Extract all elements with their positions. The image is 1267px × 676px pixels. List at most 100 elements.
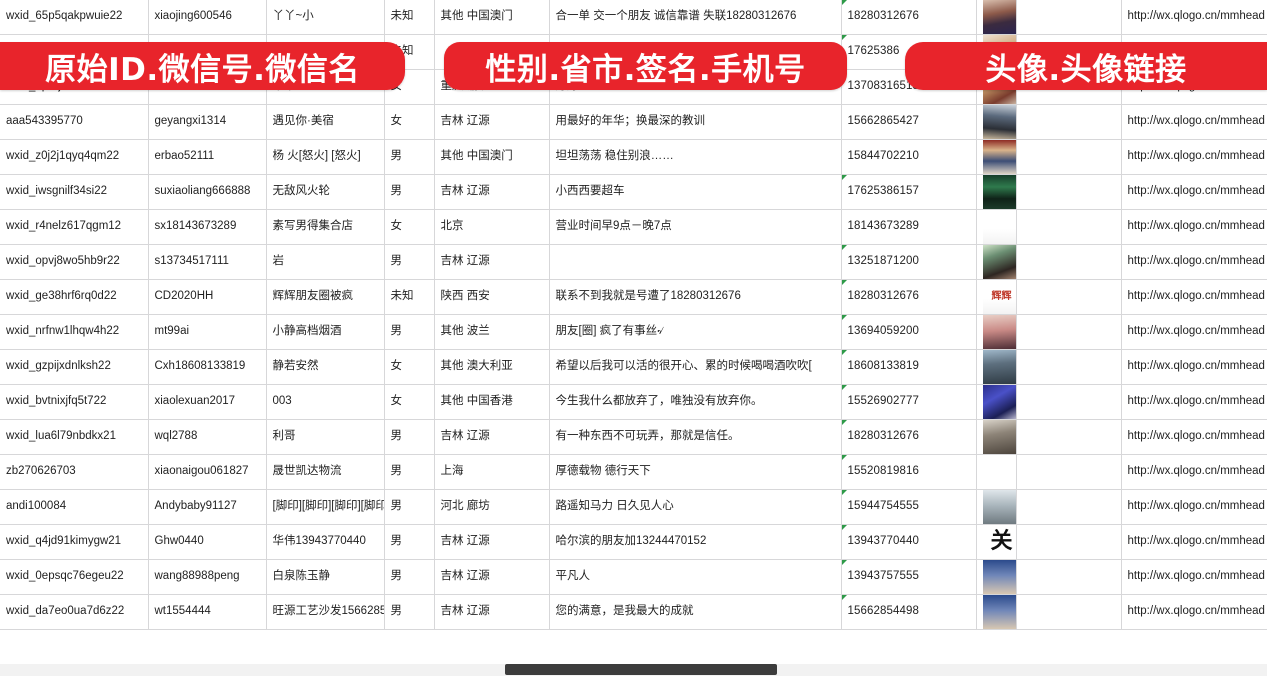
- table-row[interactable]: wxid_z0j2j1qyq4qm22 erbao52111 杨 火[怒火] [怒火…: [0, 139, 1267, 175]
- cell-account[interactable]: wql2788: [148, 419, 267, 455]
- cell-avatar-url[interactable]: http://wx.qlogo.cn/mmhead: [1121, 139, 1267, 175]
- cell-avatar[interactable]: [976, 139, 1017, 175]
- cell-account[interactable]: wang88988peng: [148, 559, 267, 595]
- cell-signature[interactable]: 路遥知马力 日久见人心: [549, 489, 842, 525]
- cell-account[interactable]: geyangxi1314: [148, 104, 267, 140]
- table-row[interactable]: wxid_65p5qakpwuie22 xiaojing600546 丫丫~小 未知其…: [0, 0, 1267, 35]
- cell-avatar-url[interactable]: http://wx.qlogo.cn/mmhead: [1121, 209, 1267, 245]
- cell-region[interactable]: 吉林 辽源: [434, 419, 550, 455]
- cell-wxid[interactable]: wxid_q4jd91kimygw21: [0, 524, 149, 560]
- cell-nickname[interactable]: 003: [266, 384, 385, 420]
- cell-account[interactable]: xiaonaigou061827: [148, 454, 267, 490]
- cell-region[interactable]: 吉林 辽源: [434, 594, 550, 630]
- cell-avatar[interactable]: [976, 209, 1017, 245]
- cell-spacer[interactable]: [1016, 454, 1122, 490]
- cell-avatar-url[interactable]: http://wx.qlogo.cn/mmhead: [1121, 314, 1267, 350]
- cell-sex[interactable]: 男: [384, 594, 435, 630]
- cell-avatar[interactable]: [976, 489, 1017, 525]
- cell-nickname[interactable]: 静若安然: [266, 349, 385, 385]
- cell-nickname[interactable]: [脚印][脚印][脚印][脚印: [266, 489, 385, 525]
- cell-avatar-url[interactable]: http://wx.qlogo.cn/mmhead: [1121, 0, 1267, 35]
- cell-avatar[interactable]: [976, 314, 1017, 350]
- cell-account[interactable]: s13734517111: [148, 244, 267, 280]
- table-row[interactable]: wxid_0epsqc76egeu22 wang88988peng 白泉陈玉静男吉林…: [0, 559, 1267, 595]
- cell-signature[interactable]: 合一单 交一个朋友 诚信靠谱 失联18280312676: [549, 0, 842, 35]
- cell-sex[interactable]: 男: [384, 489, 435, 525]
- cell-avatar[interactable]: [976, 559, 1017, 595]
- cell-region[interactable]: 上海: [434, 454, 550, 490]
- cell-signature[interactable]: 联系不到我就是号遭了18280312676: [549, 279, 842, 315]
- table-row[interactable]: wxid_ge38hrf6rq0d22 CD2020HH 辉辉朋友圈被疯 未知 陕西 西…: [0, 279, 1267, 315]
- cell-phone[interactable]: 15662854498: [841, 594, 977, 630]
- cell-spacer[interactable]: [1016, 559, 1122, 595]
- cell-phone[interactable]: 15844702210: [841, 139, 977, 175]
- cell-spacer[interactable]: [1016, 244, 1122, 280]
- table-row[interactable]: wxid_q4jd91kimygw21 Ghw0440 华伟13943770440 男…: [0, 524, 1267, 560]
- cell-avatar-url[interactable]: http://wx.qlogo.cn/mmhead: [1121, 104, 1267, 140]
- cell-phone[interactable]: 15662865427: [841, 104, 977, 140]
- cell-sex[interactable]: 女: [384, 349, 435, 385]
- cell-region[interactable]: 河北 廊坊: [434, 489, 550, 525]
- cell-region[interactable]: 其他 澳大利亚: [434, 349, 550, 385]
- cell-spacer[interactable]: [1016, 489, 1122, 525]
- cell-account[interactable]: erbao52111: [148, 139, 267, 175]
- cell-spacer[interactable]: [1016, 419, 1122, 455]
- cell-sex[interactable]: 男: [384, 314, 435, 350]
- table-row[interactable]: aaa543395770 geyangxi1314 遇见你·美宿女吉林 辽源 用最好的…: [0, 104, 1267, 140]
- cell-spacer[interactable]: [1016, 139, 1122, 175]
- cell-avatar[interactable]: 辉辉: [976, 279, 1017, 315]
- cell-sex[interactable]: 男: [384, 559, 435, 595]
- cell-phone[interactable]: 17625386157: [841, 174, 977, 210]
- cell-avatar-url[interactable]: http://wx.qlogo.cn/mmhead: [1121, 244, 1267, 280]
- horizontal-scrollbar-thumb[interactable]: [505, 664, 777, 675]
- cell-nickname[interactable]: 华伟13943770440: [266, 524, 385, 560]
- cell-nickname[interactable]: 杨 火[怒火] [怒火]: [266, 139, 385, 175]
- cell-signature[interactable]: 今生我什么都放弃了，唯独没有放弃你。: [549, 384, 842, 420]
- cell-region[interactable]: 其他 中国澳门: [434, 139, 550, 175]
- cell-region[interactable]: 吉林 辽源: [434, 524, 550, 560]
- table-row[interactable]: wxid_lua6l79nbdkx21 wql2788 利哥男吉林 辽源 有一种东西不…: [0, 419, 1267, 455]
- cell-avatar-url[interactable]: http://wx.qlogo.cn/mmhead: [1121, 524, 1267, 560]
- cell-spacer[interactable]: [1016, 0, 1122, 35]
- cell-wxid[interactable]: wxid_da7eo0ua7d6z22: [0, 594, 149, 630]
- cell-spacer[interactable]: [1016, 384, 1122, 420]
- cell-spacer[interactable]: [1016, 594, 1122, 630]
- cell-wxid[interactable]: wxid_r4nelz617qgm12: [0, 209, 149, 245]
- table-row[interactable]: wxid_gzpijxdnlksh22 Cxh18608133819 静若安然女其他…: [0, 349, 1267, 385]
- cell-nickname[interactable]: 素写男得集合店: [266, 209, 385, 245]
- cell-avatar[interactable]: [976, 349, 1017, 385]
- cell-phone[interactable]: 13694059200: [841, 314, 977, 350]
- cell-avatar-url[interactable]: http://wx.qlogo.cn/mmhead: [1121, 279, 1267, 315]
- cell-region[interactable]: 其他 波兰: [434, 314, 550, 350]
- cell-avatar[interactable]: [976, 384, 1017, 420]
- cell-wxid[interactable]: wxid_bvtnixjfq5t722: [0, 384, 149, 420]
- cell-account[interactable]: Cxh18608133819: [148, 349, 267, 385]
- cell-spacer[interactable]: [1016, 104, 1122, 140]
- cell-signature[interactable]: [549, 244, 842, 280]
- cell-phone[interactable]: 18280312676: [841, 279, 977, 315]
- cell-phone[interactable]: 15944754555: [841, 489, 977, 525]
- cell-avatar-url[interactable]: http://wx.qlogo.cn/mmhead: [1121, 454, 1267, 490]
- table-row[interactable]: wxid_da7eo0ua7d6z22 wt1554444 旺源工艺沙发156628…: [0, 594, 1267, 630]
- cell-nickname[interactable]: 遇见你·美宿: [266, 104, 385, 140]
- cell-signature[interactable]: 营业时间早9点－晚7点: [549, 209, 842, 245]
- cell-signature[interactable]: 用最好的年华；换最深的教训: [549, 104, 842, 140]
- cell-account[interactable]: mt99ai: [148, 314, 267, 350]
- cell-region[interactable]: 陕西 西安: [434, 279, 550, 315]
- cell-phone[interactable]: 15526902777: [841, 384, 977, 420]
- cell-avatar[interactable]: [976, 104, 1017, 140]
- cell-avatar-url[interactable]: http://wx.qlogo.cn/mmhead: [1121, 174, 1267, 210]
- cell-spacer[interactable]: [1016, 314, 1122, 350]
- cell-signature[interactable]: 希望以后我可以活的很开心、累的时候喝喝酒吹吹[: [549, 349, 842, 385]
- cell-phone[interactable]: 18280312676: [841, 0, 977, 35]
- cell-wxid[interactable]: wxid_opvj8wo5hb9r22: [0, 244, 149, 280]
- cell-phone[interactable]: 13251871200: [841, 244, 977, 280]
- cell-account[interactable]: sx18143673289: [148, 209, 267, 245]
- cell-sex[interactable]: 女: [384, 384, 435, 420]
- cell-sex[interactable]: 男: [384, 524, 435, 560]
- cell-sex[interactable]: 未知: [384, 279, 435, 315]
- cell-wxid[interactable]: wxid_lua6l79nbdkx21: [0, 419, 149, 455]
- cell-avatar[interactable]: [976, 174, 1017, 210]
- cell-phone[interactable]: 18280312676: [841, 419, 977, 455]
